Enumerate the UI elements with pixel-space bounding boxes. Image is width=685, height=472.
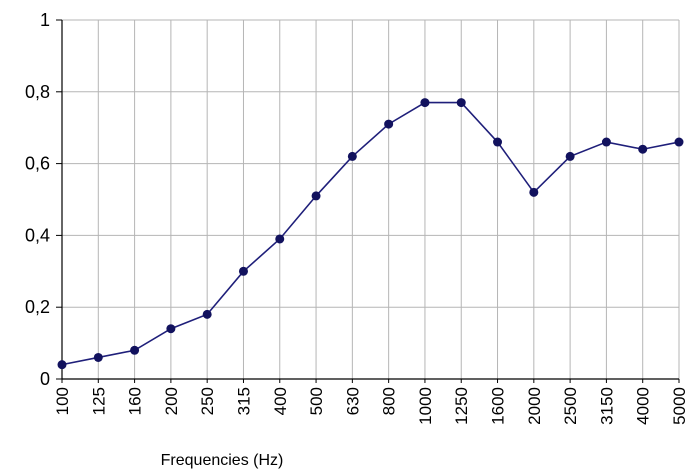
data-point <box>456 98 466 108</box>
x-tick-label: 4000 <box>634 387 653 425</box>
x-tick-label: 400 <box>271 387 290 415</box>
x-tick-label: 2000 <box>525 387 544 425</box>
y-tick-label: 0,6 <box>25 154 50 174</box>
x-tick-label: 160 <box>126 387 145 415</box>
data-series <box>57 98 684 370</box>
x-tick-label: 1250 <box>452 387 471 425</box>
x-tick-label: 200 <box>162 387 181 415</box>
axes <box>56 19 680 383</box>
data-point <box>347 151 357 161</box>
series-line <box>61 101 680 366</box>
grid-lines <box>62 19 680 379</box>
x-tick-label: 2500 <box>561 387 580 425</box>
x-tick-label: 630 <box>343 387 362 415</box>
y-tick-labels: 0 0,2 0,4 0,6 0,8 1 <box>25 10 50 389</box>
x-tick-label: 250 <box>198 387 217 415</box>
x-tick-label: 125 <box>89 387 108 415</box>
x-tick-label: 3150 <box>597 387 616 425</box>
x-tick-label: 315 <box>234 387 253 415</box>
x-tick-labels: 100 125 160 200 250 315 400 500 630 800 1000 1250 16… <box>53 387 685 425</box>
data-point <box>202 309 212 319</box>
x-tick-label: 500 <box>307 387 326 415</box>
data-point <box>130 345 140 355</box>
x-tick-label: 100 <box>53 387 72 415</box>
data-point <box>529 187 539 197</box>
x-axis-label: Frequencies (Hz) <box>161 452 284 469</box>
y-tick-label: 0,4 <box>25 225 50 245</box>
data-point <box>238 266 248 276</box>
y-tick-label: 0,8 <box>25 82 50 102</box>
data-point <box>565 151 575 161</box>
data-point <box>311 191 321 201</box>
data-point <box>57 360 67 370</box>
x-tick-label: 5000 <box>670 387 685 425</box>
data-point <box>493 137 503 147</box>
y-tick-label: 0 <box>40 369 50 389</box>
data-point <box>601 137 611 147</box>
data-point <box>420 98 430 108</box>
y-tick-label: 1 <box>40 10 50 30</box>
x-tick-label: 800 <box>380 387 399 415</box>
y-tick-label: 0,2 <box>25 297 50 317</box>
data-point <box>384 119 394 129</box>
data-point <box>93 352 103 362</box>
data-point <box>638 144 648 154</box>
x-tick-label: 1000 <box>416 387 435 425</box>
x-tick-label: 1600 <box>489 387 508 425</box>
data-point <box>674 137 684 147</box>
data-point <box>166 324 176 334</box>
data-point <box>275 234 285 244</box>
